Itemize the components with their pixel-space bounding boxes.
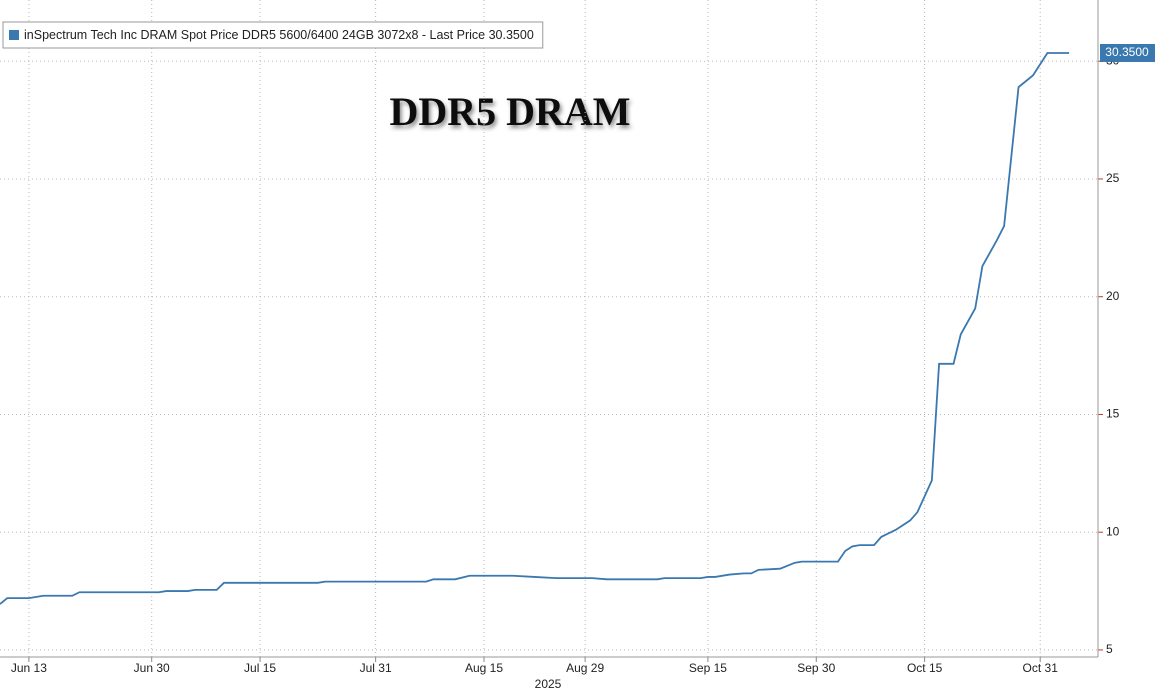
y-tick-label: 5 [1106, 642, 1113, 656]
x-tick-label: Aug 29 [566, 661, 604, 675]
last-price-label: 30.3500 [1105, 45, 1149, 59]
data-line [0, 52, 1070, 605]
y-tick-label: 20 [1106, 289, 1120, 303]
y-tick-label: 15 [1106, 407, 1120, 421]
legend-box [2, 21, 544, 49]
y-tick-label: 10 [1106, 524, 1120, 538]
last-price-box [1100, 43, 1155, 62]
x-tick-label: Jul 15 [244, 661, 276, 675]
legend-label: inSpectrum Tech Inc DRAM Spot Price DDR5… [24, 28, 534, 42]
x-tick-label: Sep 30 [797, 661, 835, 675]
y-tick-label: 25 [1106, 171, 1120, 185]
legend-swatch [9, 30, 19, 40]
x-tick-label: Aug 15 [465, 661, 503, 675]
x-axis-label: 2025 [535, 677, 562, 691]
last-price-marker: 30.3500 [1100, 43, 1155, 62]
x-tick-label: Jun 30 [134, 661, 170, 675]
x-tick-label: Sep 15 [689, 661, 727, 675]
x-tick-label: Oct 31 [1023, 661, 1059, 675]
chart-title: DDR5 DRAM [389, 89, 630, 134]
x-tick-label: Jun 13 [11, 661, 47, 675]
x-tick-label: Jul 31 [360, 661, 392, 675]
x-tick-label: Oct 15 [907, 661, 943, 675]
legend: inSpectrum Tech Inc DRAM Spot Price DDR5… [2, 21, 544, 49]
